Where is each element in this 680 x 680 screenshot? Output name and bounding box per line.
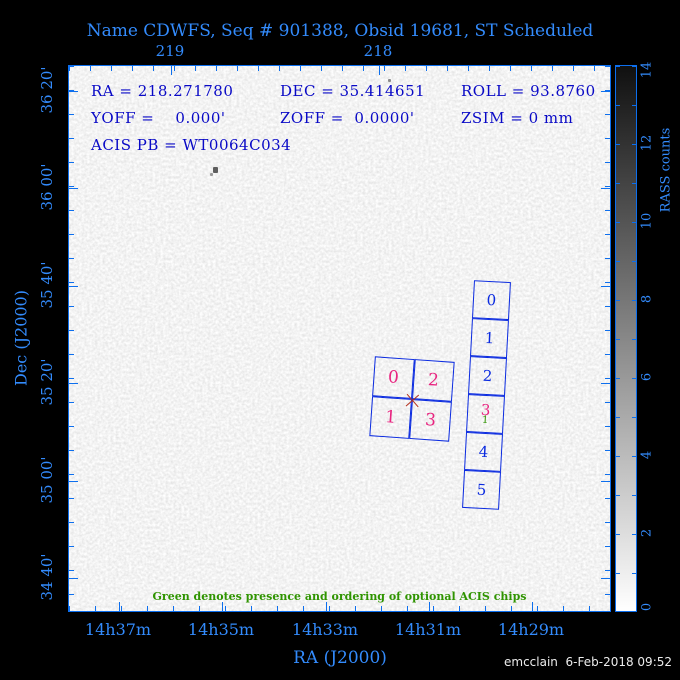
y-axis-major-tick — [69, 578, 78, 579]
y-axis-tick-label: 35 40' — [38, 261, 56, 309]
colorbar-title: RASS counts — [658, 127, 674, 213]
colorbar-tick-label: 0 — [639, 602, 655, 612]
acis-s-chip: 1 — [470, 318, 509, 359]
x-axis-tick-label: 14h33m — [291, 620, 359, 639]
right-axis-major-tick — [601, 578, 610, 579]
acis-i-chip: 0 — [372, 356, 415, 399]
colorbar-right-ticks — [632, 66, 636, 611]
x-axis-major-tick — [222, 602, 223, 611]
sky-plot-area: RA = 218.271780 DEC = 35.414651 ROLL = 9… — [68, 65, 611, 612]
colorbar-tick-label: 4 — [639, 450, 655, 460]
x-axis-major-tick — [326, 602, 327, 611]
x-axis-tick-label: 14h31m — [394, 620, 462, 639]
info-zoff: ZOFF = 0.0000' — [280, 109, 415, 127]
optional-chips-note: Green denotes presence and ordering of o… — [152, 590, 527, 603]
bright-source-speck — [213, 167, 218, 173]
y-axis-major-tick — [69, 286, 78, 287]
acis-i-chip-label: 3 — [424, 409, 437, 431]
y-axis-major-tick — [69, 188, 78, 189]
colorbar-tick-label: 10 — [639, 212, 655, 230]
info-yoff: YOFF = 0.000' — [91, 109, 226, 127]
acis-s-chip-label: 1 — [484, 328, 495, 348]
colorbar-tick-label: 8 — [639, 294, 655, 304]
acis-s-chip-label: 0 — [486, 290, 497, 310]
acis-s-chip: 5 — [462, 469, 501, 510]
colorbar-tick-label: 2 — [639, 528, 655, 538]
colorbar-tick-label: 14 — [639, 61, 655, 79]
colorbar-left-ticks — [616, 66, 620, 611]
x-axis-major-tick — [532, 602, 533, 611]
acis-s-chip-label: 5 — [476, 480, 487, 500]
right-axis-minor-ticks — [605, 66, 610, 611]
acis-s-chip-optional: 3 1 — [466, 394, 505, 434]
x-axis-tick-label: 14h29m — [497, 620, 565, 639]
colorbar-tick-label: 6 — [639, 372, 655, 382]
x-axis-major-tick — [119, 602, 120, 611]
right-axis-major-tick — [601, 286, 610, 287]
acis-s-chip: 4 — [464, 431, 503, 472]
colorbar-wedge — [615, 65, 637, 612]
faint-source-speck — [210, 173, 213, 176]
top-axis-major-tick — [379, 66, 380, 75]
acis-i-chip-label: 2 — [427, 370, 440, 391]
acis-s-chip-label: 2 — [482, 366, 493, 386]
y-axis-major-tick — [69, 383, 78, 384]
info-ra: RA = 218.271780 — [91, 82, 234, 100]
x-axis-tick-label: 14h35m — [187, 620, 255, 639]
right-axis-major-tick — [601, 91, 610, 92]
info-zsim: ZSIM = 0 mm — [461, 109, 574, 127]
top-axis-minor-ticks — [69, 66, 610, 71]
x-axis-title: RA (J2000) — [293, 648, 387, 668]
top-axis-tick-219: 219 — [155, 42, 185, 60]
y-axis-minor-ticks — [69, 66, 74, 611]
rass-counts-noise-image — [69, 66, 610, 611]
right-axis-major-tick — [601, 481, 610, 482]
y-axis-major-tick — [69, 91, 78, 92]
y-axis-major-tick — [69, 481, 78, 482]
faint-source-speck — [388, 79, 391, 82]
right-axis-major-tick — [601, 383, 610, 384]
credit-timestamp: emcclain 6-Feb-2018 09:52 — [504, 655, 672, 669]
right-axis-major-tick — [601, 188, 610, 189]
page-title: Name CDWFS, Seq # 901388, Obsid 19681, S… — [86, 21, 594, 41]
acis-i-chip-label: 1 — [384, 407, 397, 428]
acis-s-chip: 0 — [472, 280, 511, 321]
info-dec: DEC = 35.414651 — [280, 82, 426, 100]
y-axis-tick-label: 35 00' — [38, 456, 56, 504]
info-acis-pb: ACIS PB = WT0064C034 — [91, 136, 292, 154]
info-roll: ROLL = 93.8760 — [461, 82, 596, 100]
x-axis-major-tick — [429, 602, 430, 611]
colorbar-tick-label: 12 — [639, 134, 655, 152]
top-axis-major-tick — [171, 66, 172, 75]
y-axis-title: Dec (J2000) — [11, 290, 31, 386]
optional-chip-order-label: 1 — [481, 414, 489, 427]
acis-i-chip-label: 0 — [387, 367, 400, 389]
acis-i-chip: 1 — [369, 396, 412, 439]
y-axis-tick-label: 34 40' — [38, 553, 56, 601]
x-axis-tick-label: 14h37m — [84, 620, 152, 639]
x-axis-minor-ticks — [69, 606, 610, 611]
top-axis-tick-218: 218 — [363, 42, 393, 60]
acis-s-chip-label: 4 — [478, 442, 489, 462]
y-axis-tick-label: 35 20' — [38, 358, 56, 406]
y-axis-tick-label: 36 20' — [38, 66, 56, 114]
acis-s-chip: 2 — [468, 356, 507, 396]
y-axis-tick-label: 36 00' — [38, 163, 56, 211]
